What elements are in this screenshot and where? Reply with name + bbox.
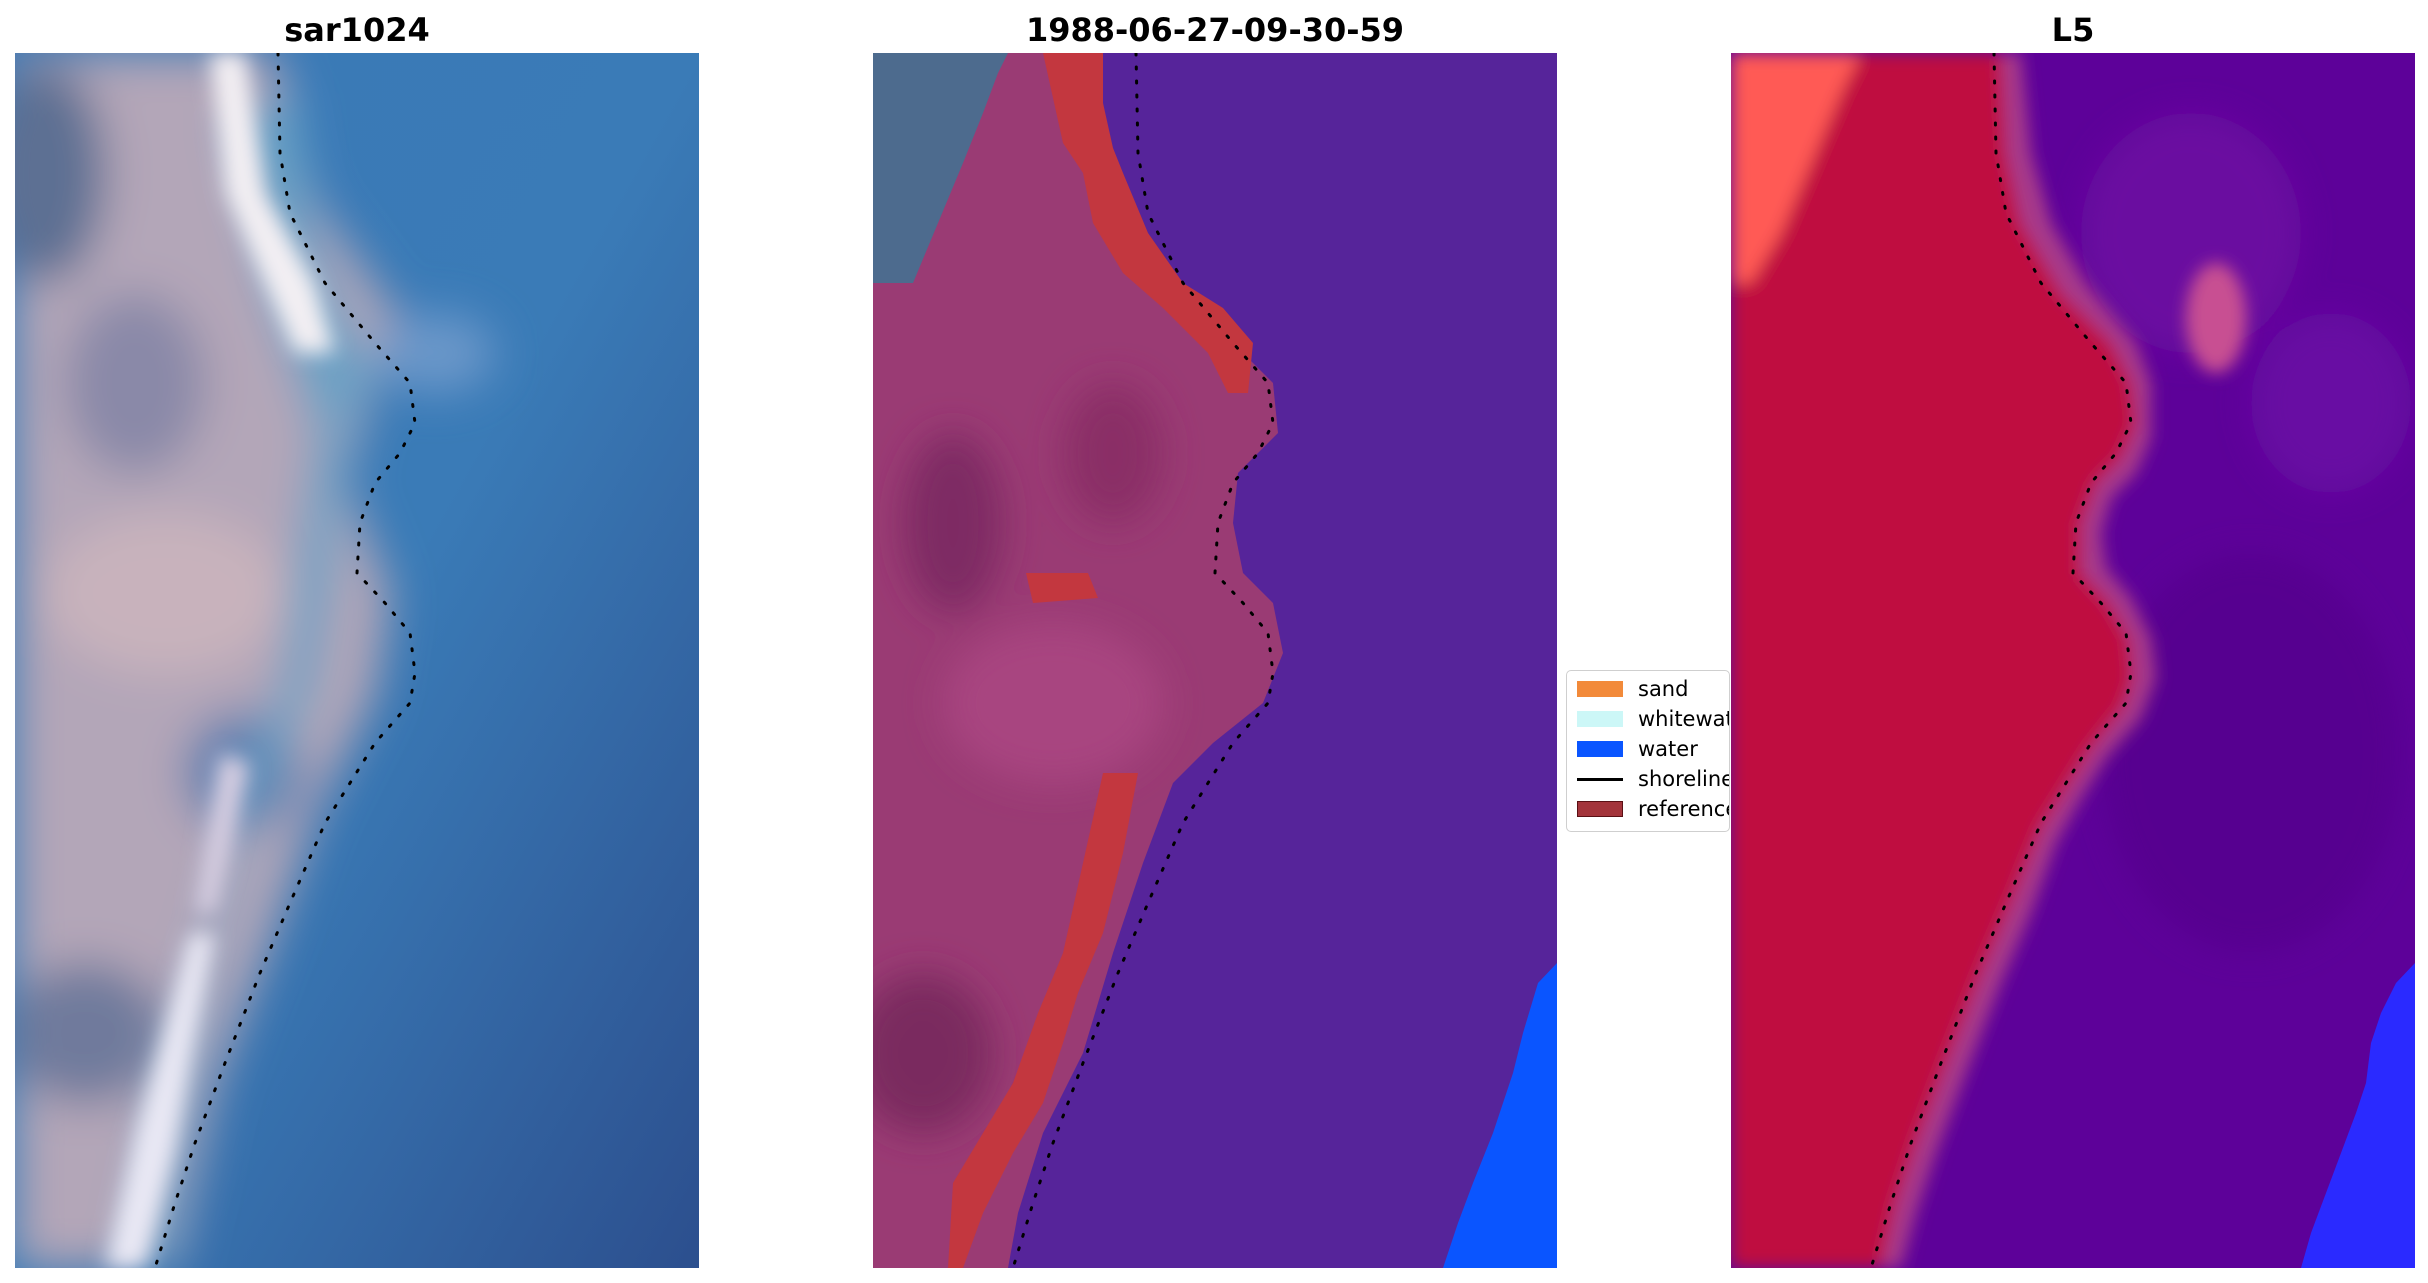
legend-label: whitewater: [1638, 707, 1729, 731]
reference-swatch: [1577, 801, 1623, 817]
classification-image: [873, 53, 1557, 1268]
panel-title-rgb: sar1024: [284, 11, 430, 49]
legend-item-water: water: [1577, 736, 1729, 762]
legend-item-shoreline: shoreline: [1577, 766, 1730, 792]
legend-label: sand: [1638, 677, 1689, 701]
legend-item-sand: sand: [1577, 676, 1729, 702]
rgb-image-panel: [15, 53, 699, 1268]
legend-item-whitewater: whitewater: [1577, 706, 1729, 732]
whitewater-swatch: [1577, 711, 1623, 727]
panel-title-classification: 1988-06-27-09-30-59: [1025, 11, 1405, 49]
legend-label: reference: [1638, 797, 1730, 821]
classification-panel: [873, 53, 1557, 1268]
legend-label: water: [1638, 737, 1698, 761]
water-swatch: [1577, 741, 1623, 757]
rgb-image: [15, 53, 699, 1268]
index-panel: [1731, 53, 2415, 1268]
legend: sand whitewater water shoreline referenc…: [1566, 670, 1730, 832]
legend-label: shoreline: [1638, 767, 1730, 791]
index-image: [1731, 53, 2415, 1268]
sand-swatch: [1577, 681, 1623, 697]
legend-item-reference: reference: [1577, 796, 1730, 822]
panel-title-index: L5: [2051, 11, 2095, 49]
shoreline-line-swatch: [1577, 777, 1623, 781]
